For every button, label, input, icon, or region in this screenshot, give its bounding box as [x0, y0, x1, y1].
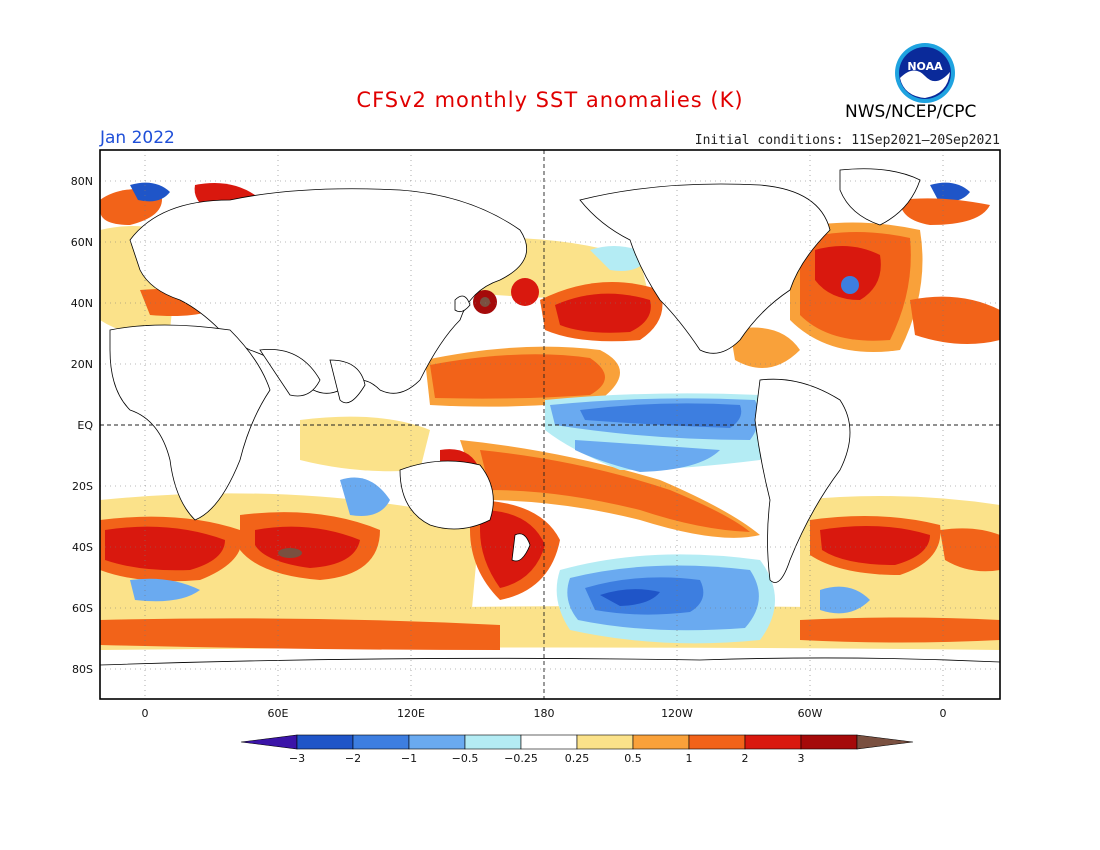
lat-label: 40N: [71, 297, 93, 310]
lon-label: 0: [142, 707, 149, 720]
colorbar-swatch: [744, 734, 802, 750]
coastlines: [100, 168, 1000, 699]
colorbar-swatch: [800, 734, 858, 750]
lon-label: 60W: [798, 707, 823, 720]
lat-label: 40S: [72, 541, 93, 554]
lon-label: 0: [940, 707, 947, 720]
lat-label: EQ: [77, 419, 93, 432]
longitude-labels: 0 60E 120E 180 120W 60W 0: [142, 707, 947, 720]
graticule: [100, 150, 1000, 699]
colorbar-label: 2: [742, 752, 749, 765]
colorbar-label: 0.25: [565, 752, 590, 765]
latitude-labels: 80N 60N 40N 20N EQ 20S 40S 60S 80S: [71, 175, 94, 676]
lon-label: 120E: [397, 707, 425, 720]
anomaly-field: [100, 150, 1000, 699]
noaa-logo-icon: NOAA: [895, 43, 955, 103]
lat-label: 60N: [71, 236, 93, 249]
colorbar-label: 0.5: [624, 752, 642, 765]
colorbar-label: −2: [345, 752, 361, 765]
colorbar-label: 1: [686, 752, 693, 765]
colorbar-swatch: [296, 734, 354, 750]
colorbar: −3 −2 −1 −0.5 −0.25 0.25 0.5 1 2 3: [240, 734, 914, 765]
logo-text: NOAA: [907, 60, 943, 73]
lat-label: 20N: [71, 358, 93, 371]
colorbar-swatch: [632, 734, 690, 750]
colorbar-label: −0.5: [452, 752, 479, 765]
colorbar-swatch: [520, 734, 578, 750]
colorbar-label: −0.25: [504, 752, 538, 765]
map-frame: [99, 149, 1001, 700]
agency-label: NWS/NCEP/CPC: [845, 102, 977, 122]
lat-label: 20S: [72, 480, 93, 493]
colorbar-label: −1: [401, 752, 417, 765]
map-title: CFSv2 monthly SST anomalies (K): [356, 88, 744, 112]
forecast-month: Jan 2022: [100, 128, 175, 148]
lat-label: 80S: [72, 663, 93, 676]
colorbar-arrow-low: [240, 734, 298, 750]
colorbar-swatch: [352, 734, 410, 750]
lat-label: 60S: [72, 602, 93, 615]
lon-label: 180: [534, 707, 555, 720]
colorbar-swatch: [408, 734, 466, 750]
lon-label: 120W: [661, 707, 693, 720]
lon-label: 60E: [268, 707, 289, 720]
colorbar-swatch: [576, 734, 634, 750]
initial-conditions: Initial conditions: 11Sep2021–20Sep2021: [694, 133, 1000, 148]
colorbar-label: 3: [798, 752, 805, 765]
colorbar-label: −3: [289, 752, 305, 765]
colorbar-arrow-high: [856, 734, 914, 750]
lat-label: 80N: [71, 175, 93, 188]
colorbar-swatch: [688, 734, 746, 750]
colorbar-swatch: [464, 734, 522, 750]
